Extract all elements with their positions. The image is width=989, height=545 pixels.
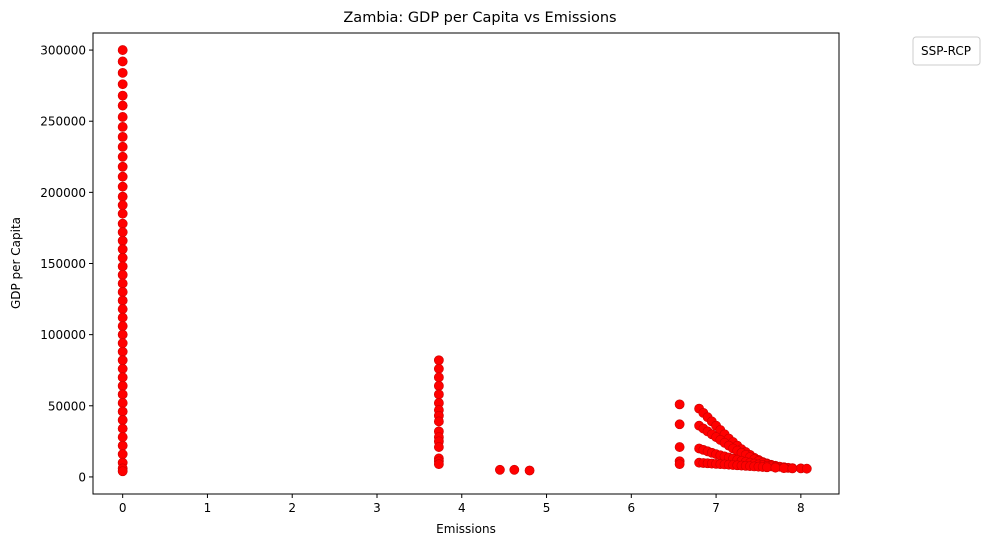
data-point <box>433 380 444 391</box>
x-tick-label: 7 <box>712 501 720 515</box>
data-point <box>674 459 685 470</box>
data-point <box>674 419 685 430</box>
data-point <box>117 363 128 374</box>
data-point <box>433 389 444 400</box>
data-point <box>674 442 685 452</box>
data-point <box>117 287 128 297</box>
data-point <box>779 463 789 473</box>
data-point <box>117 151 128 162</box>
data-point <box>787 463 798 474</box>
y-tick-label: 150000 <box>40 257 86 271</box>
data-point <box>117 432 128 442</box>
data-point <box>770 462 781 473</box>
data-point <box>117 312 128 323</box>
data-point <box>117 423 128 434</box>
data-point <box>117 449 128 460</box>
y-axis-title: GDP per Capita <box>9 217 23 309</box>
legend: SSP-RCP <box>912 36 981 66</box>
x-tick-label: 5 <box>543 501 551 515</box>
y-tick-label: 0 <box>78 470 86 484</box>
data-point <box>524 465 535 476</box>
x-tick-label: 3 <box>373 501 381 515</box>
x-tick-label: 8 <box>797 501 805 515</box>
data-point <box>117 415 128 425</box>
data-point <box>117 338 128 349</box>
data-point <box>117 321 128 331</box>
data-point <box>433 416 444 427</box>
plot-area <box>117 45 812 477</box>
y-tick-label: 50000 <box>48 399 86 413</box>
x-tick-label: 6 <box>627 501 635 515</box>
data-point <box>117 252 128 263</box>
y-axis: 0 50000 100000 150000 200000 250000 300000 <box>40 44 93 484</box>
data-point <box>801 463 812 474</box>
data-point <box>433 363 444 374</box>
data-point <box>433 442 444 452</box>
data-point <box>117 372 128 383</box>
data-point <box>117 112 128 122</box>
data-point <box>117 141 128 152</box>
data-point <box>117 235 128 246</box>
data-point <box>117 295 128 306</box>
data-point <box>495 464 505 475</box>
data-point <box>433 459 444 470</box>
data-point <box>117 67 128 78</box>
data-point <box>117 79 128 90</box>
data-point <box>117 227 128 238</box>
data-point <box>117 389 128 400</box>
data-point <box>117 261 128 272</box>
y-tick-label: 100000 <box>40 328 86 342</box>
data-point <box>117 380 128 391</box>
legend-title: SSP-RCP <box>921 44 971 58</box>
data-point <box>117 406 128 417</box>
y-tick-label: 300000 <box>40 44 86 58</box>
data-point <box>117 466 128 477</box>
x-tick-label: 0 <box>119 501 127 515</box>
data-point <box>117 329 128 340</box>
data-point <box>117 56 128 67</box>
data-point <box>117 355 128 366</box>
data-point <box>117 200 128 211</box>
legend-box <box>912 36 981 66</box>
x-axis-title: Emissions <box>436 522 496 536</box>
data-point <box>117 161 128 172</box>
data-point <box>674 399 685 410</box>
data-point <box>117 244 128 255</box>
data-point <box>117 122 128 132</box>
x-axis: 0 1 2 3 4 5 6 7 8 <box>119 494 805 515</box>
x-tick-label: 4 <box>458 501 466 515</box>
data-point <box>509 464 520 475</box>
x-tick-label: 2 <box>288 501 296 515</box>
data-point <box>762 462 772 473</box>
data-point <box>117 181 128 192</box>
data-point <box>117 171 128 182</box>
data-point <box>117 131 128 142</box>
data-point <box>117 218 128 229</box>
data-point <box>117 269 128 280</box>
data-point <box>117 304 128 314</box>
chart-title: Zambia: GDP per Capita vs Emissions <box>343 10 616 26</box>
data-point <box>117 278 128 289</box>
x-tick-label: 1 <box>204 501 212 515</box>
data-point <box>117 90 128 101</box>
data-point <box>117 208 128 219</box>
data-point <box>117 346 128 357</box>
data-point <box>433 355 444 366</box>
data-point <box>117 191 128 202</box>
y-tick-label: 200000 <box>40 186 86 200</box>
y-tick-label: 250000 <box>40 115 86 129</box>
data-point <box>117 45 128 55</box>
data-point <box>117 440 128 451</box>
data-point <box>433 372 444 383</box>
data-point <box>117 100 128 111</box>
data-point <box>117 398 128 408</box>
